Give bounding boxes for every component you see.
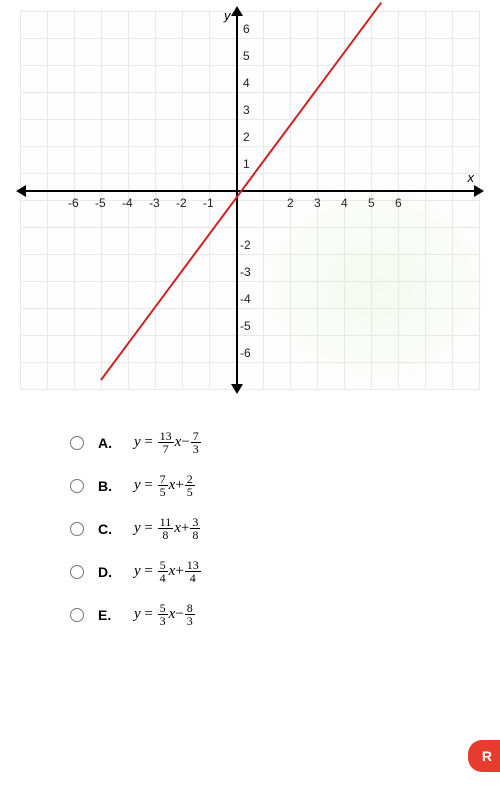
option-letter: D. [98,564,116,580]
x-tick: -4 [122,196,133,210]
x-tick: -2 [176,196,187,210]
x-tick: 6 [395,196,402,210]
x-axis-arrow-left [16,185,26,197]
answer-option-c[interactable]: C. y = 118 x + 38 [70,516,490,541]
y-axis [236,10,238,390]
x-tick: -3 [149,196,160,210]
radio-b[interactable] [70,479,84,493]
answer-option-d[interactable]: D. y = 54 x + 134 [70,559,490,584]
x-tick: -5 [95,196,106,210]
y-axis-arrow-down [231,384,243,394]
option-letter: E. [98,607,116,623]
x-tick: -1 [203,196,214,210]
answer-option-b[interactable]: B. y = 75 x + 25 [70,473,490,498]
y-tick: -4 [240,292,251,306]
equation: y = 118 x + 38 [134,516,201,541]
answer-option-e[interactable]: E. y = 53 x − 83 [70,602,490,627]
y-tick: 4 [243,76,250,90]
y-tick: -2 [240,238,251,252]
equation: y = 75 x + 25 [134,473,196,498]
y-tick: 6 [243,22,250,36]
radio-e[interactable] [70,608,84,622]
x-tick: -6 [68,196,79,210]
quiz-page: y x -6 -5 -4 -3 -2 -1 2 3 4 5 6 1 2 3 4 … [0,0,500,790]
x-tick: 5 [368,196,375,210]
radio-c[interactable] [70,522,84,536]
x-axis-label: x [468,170,475,185]
y-tick: -5 [240,319,251,333]
screen-glare [250,180,500,390]
x-axis-arrow-right [474,185,484,197]
y-tick: 2 [243,130,250,144]
x-tick: 3 [314,196,321,210]
y-axis-arrow-up [231,6,243,16]
y-tick: 3 [243,103,250,117]
radio-d[interactable] [70,565,84,579]
answer-option-a[interactable]: A. y = 137 x − 73 [70,430,490,455]
y-tick: 5 [243,49,250,63]
x-tick: 4 [341,196,348,210]
next-button[interactable]: R [468,740,500,772]
answer-list: A. y = 137 x − 73 B. y = 75 x + 25 C. [70,430,490,627]
equation: y = 137 x − 73 [134,430,202,455]
equation: y = 53 x − 83 [134,602,196,627]
coordinate-chart: y x -6 -5 -4 -3 -2 -1 2 3 4 5 6 1 2 3 4 … [20,10,480,390]
y-axis-label: y [224,8,231,23]
y-tick: -6 [240,346,251,360]
option-letter: C. [98,521,116,537]
y-tick: 1 [243,157,250,171]
y-tick: -3 [240,265,251,279]
option-letter: A. [98,435,116,451]
option-letter: B. [98,478,116,494]
equation: y = 54 x + 134 [134,559,202,584]
radio-a[interactable] [70,436,84,450]
x-axis [20,190,480,192]
x-tick: 2 [287,196,294,210]
